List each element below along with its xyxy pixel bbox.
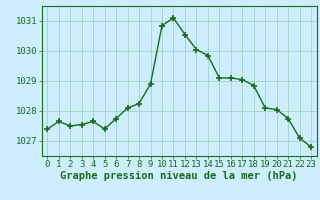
X-axis label: Graphe pression niveau de la mer (hPa): Graphe pression niveau de la mer (hPa) [60,171,298,181]
